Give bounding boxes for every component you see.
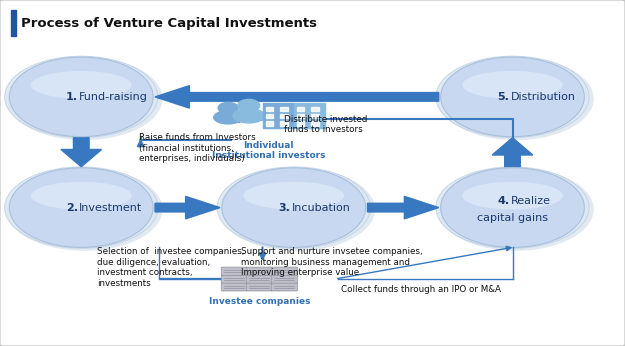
Ellipse shape (5, 167, 158, 248)
Ellipse shape (436, 167, 589, 248)
Text: Distribute invested
funds to investors: Distribute invested funds to investors (284, 115, 368, 134)
FancyArrow shape (61, 138, 101, 167)
Ellipse shape (462, 71, 563, 99)
Text: Selection of  investee companies,
due diligence, evaluation,
investment contract: Selection of investee companies, due dil… (97, 247, 244, 288)
Text: 2.: 2. (66, 203, 78, 212)
FancyBboxPatch shape (271, 267, 298, 275)
Bar (297, 121, 304, 126)
Bar (311, 114, 319, 118)
Ellipse shape (31, 71, 132, 99)
Circle shape (218, 102, 238, 113)
Text: 3.: 3. (279, 203, 291, 212)
Text: Investee companies: Investee companies (209, 297, 310, 306)
Ellipse shape (436, 56, 589, 137)
Ellipse shape (31, 182, 132, 210)
Ellipse shape (217, 167, 370, 248)
Ellipse shape (438, 168, 594, 251)
Text: 5.: 5. (498, 92, 509, 102)
Text: Distribution: Distribution (511, 92, 576, 102)
Bar (297, 114, 304, 118)
FancyBboxPatch shape (246, 267, 272, 275)
FancyBboxPatch shape (271, 275, 298, 283)
FancyBboxPatch shape (221, 267, 248, 275)
FancyBboxPatch shape (246, 275, 272, 283)
Ellipse shape (219, 168, 375, 251)
FancyBboxPatch shape (246, 283, 272, 291)
FancyArrow shape (368, 197, 439, 219)
Bar (311, 121, 319, 126)
Bar (266, 114, 273, 118)
Text: Raise funds from Investors
(financial institutions,
enterprises, individuals): Raise funds from Investors (financial in… (139, 133, 256, 163)
Bar (266, 107, 273, 111)
Ellipse shape (222, 168, 366, 247)
Bar (266, 121, 273, 126)
Ellipse shape (214, 111, 243, 124)
Text: Process of Venture Capital Investments: Process of Venture Capital Investments (21, 17, 317, 30)
Text: Incubation: Incubation (292, 203, 351, 212)
FancyBboxPatch shape (271, 283, 298, 291)
Ellipse shape (462, 182, 563, 210)
FancyArrow shape (155, 86, 439, 108)
Text: Realize: Realize (511, 196, 551, 206)
FancyBboxPatch shape (221, 275, 248, 283)
Bar (311, 107, 319, 111)
Bar (11, 10, 16, 36)
Ellipse shape (441, 57, 584, 137)
Text: 1.: 1. (66, 92, 78, 102)
Text: Fund-raising: Fund-raising (79, 92, 148, 102)
FancyArrow shape (155, 197, 220, 219)
Text: Investment: Investment (79, 203, 142, 212)
Text: capital gains: capital gains (477, 213, 548, 223)
FancyArrow shape (492, 138, 532, 167)
Ellipse shape (6, 168, 162, 251)
Ellipse shape (5, 56, 158, 137)
Ellipse shape (9, 57, 153, 137)
Bar (280, 107, 288, 111)
Text: Support and nurture invsetee companies,
monitoring business management and
Impro: Support and nurture invsetee companies, … (241, 247, 422, 277)
Ellipse shape (233, 109, 264, 123)
Bar (297, 107, 304, 111)
Text: Individual
Institutional investors: Individual Institutional investors (212, 141, 326, 160)
Bar (280, 114, 288, 118)
Text: Collect funds through an IPO or M&A: Collect funds through an IPO or M&A (341, 285, 501, 294)
Ellipse shape (441, 168, 584, 247)
FancyBboxPatch shape (221, 283, 248, 291)
Ellipse shape (6, 57, 162, 140)
Bar (262, 103, 294, 128)
Ellipse shape (244, 182, 344, 210)
Circle shape (238, 99, 259, 111)
Ellipse shape (9, 168, 153, 247)
Ellipse shape (438, 57, 594, 140)
Text: 4.: 4. (498, 196, 509, 206)
Bar (294, 103, 325, 128)
Bar (280, 121, 288, 126)
